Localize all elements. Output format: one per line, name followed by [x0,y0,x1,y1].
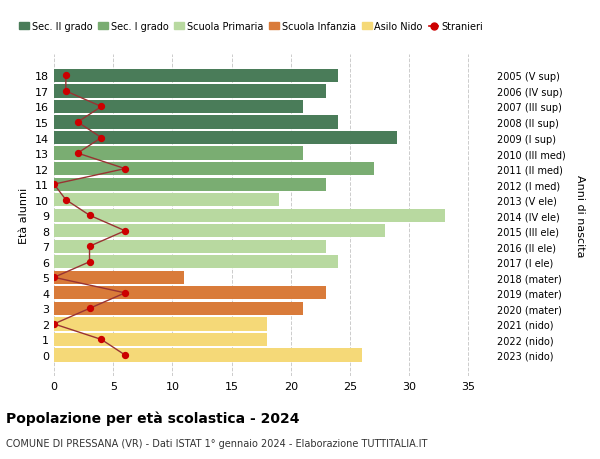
Bar [54,256,338,269]
Bar [54,348,362,362]
Bar [54,147,302,160]
Point [61,88,71,95]
Legend: Sec. II grado, Sec. I grado, Scuola Primaria, Scuola Infanzia, Asilo Nido, Stran: Sec. II grado, Sec. I grado, Scuola Prim… [15,18,487,36]
Bar [54,286,326,300]
Y-axis label: Anni di nascita: Anni di nascita [575,174,585,257]
Y-axis label: Età alunni: Età alunni [19,188,29,244]
Point [85,258,94,266]
Bar [54,333,267,346]
Point [49,181,59,188]
Point [120,352,130,359]
Bar [54,162,374,176]
Point [85,243,94,251]
Point [61,73,71,80]
Bar [54,132,397,145]
Bar [54,101,302,114]
Point [120,166,130,173]
Point [85,212,94,219]
Text: Popolazione per età scolastica - 2024: Popolazione per età scolastica - 2024 [6,411,299,425]
Bar [54,240,326,253]
Text: COMUNE DI PRESSANA (VR) - Dati ISTAT 1° gennaio 2024 - Elaborazione TUTTITALIA.I: COMUNE DI PRESSANA (VR) - Dati ISTAT 1° … [6,438,427,448]
Point [73,119,82,126]
Point [120,228,130,235]
Point [97,336,106,343]
Bar [54,85,326,98]
Point [97,134,106,142]
Bar [54,116,338,129]
Bar [54,209,445,222]
Point [49,274,59,281]
Bar [54,318,267,331]
Point [61,196,71,204]
Point [85,305,94,313]
Point [120,290,130,297]
Point [73,150,82,157]
Bar [54,70,338,83]
Bar [54,271,184,284]
Bar [54,194,279,207]
Point [49,320,59,328]
Bar [54,302,302,315]
Bar [54,178,326,191]
Bar [54,224,385,238]
Point [97,104,106,111]
